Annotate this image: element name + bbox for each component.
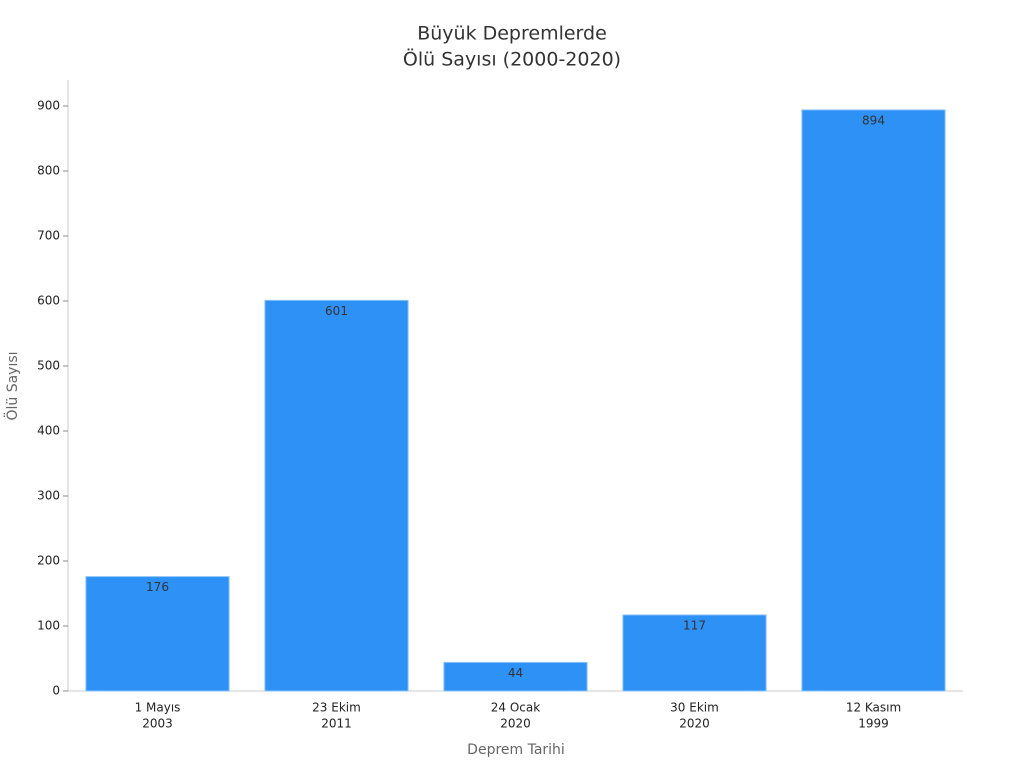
y-tick-label: 100 bbox=[37, 619, 60, 633]
y-tick-label: 400 bbox=[37, 424, 60, 438]
value-label: 176 bbox=[146, 580, 169, 594]
y-tick-label: 200 bbox=[37, 554, 60, 568]
y-tick-label: 0 bbox=[52, 684, 60, 698]
x-tick-label: 2020 bbox=[500, 717, 531, 731]
y-tick-label: 700 bbox=[37, 229, 60, 243]
y-tick-label: 500 bbox=[37, 359, 60, 373]
x-tick-label: 1 Mayıs bbox=[135, 701, 181, 715]
x-tick-label: 2011 bbox=[321, 717, 352, 731]
value-label: 117 bbox=[683, 618, 706, 632]
bar bbox=[801, 109, 946, 692]
value-label: 601 bbox=[325, 304, 348, 318]
x-tick-label: 1999 bbox=[858, 717, 889, 731]
y-tick-label: 600 bbox=[37, 294, 60, 308]
chart-title: Büyük Depremlerde bbox=[417, 23, 607, 45]
x-tick-label: 24 Ocak bbox=[491, 701, 540, 715]
bar bbox=[622, 614, 767, 692]
x-axis-label: Deprem Tarihi bbox=[467, 742, 565, 758]
x-tick-label: 2020 bbox=[679, 717, 710, 731]
chart-title: Ölü Sayısı (2000-2020) bbox=[403, 48, 621, 71]
value-label: 894 bbox=[862, 113, 885, 127]
y-tick-label: 300 bbox=[37, 489, 60, 503]
x-tick-label: 12 Kasım bbox=[846, 701, 901, 715]
bar bbox=[264, 299, 409, 692]
x-tick-label: 30 Ekim bbox=[670, 701, 719, 715]
x-tick-label: 23 Ekim bbox=[312, 701, 361, 715]
y-tick-label: 900 bbox=[37, 99, 60, 113]
value-label: 44 bbox=[508, 666, 523, 680]
y-axis-label: Ölü Sayısı bbox=[3, 351, 21, 420]
bar bbox=[443, 661, 588, 692]
x-tick-label: 2003 bbox=[142, 717, 173, 731]
y-tick-label: 800 bbox=[37, 164, 60, 178]
bar bbox=[85, 576, 230, 692]
